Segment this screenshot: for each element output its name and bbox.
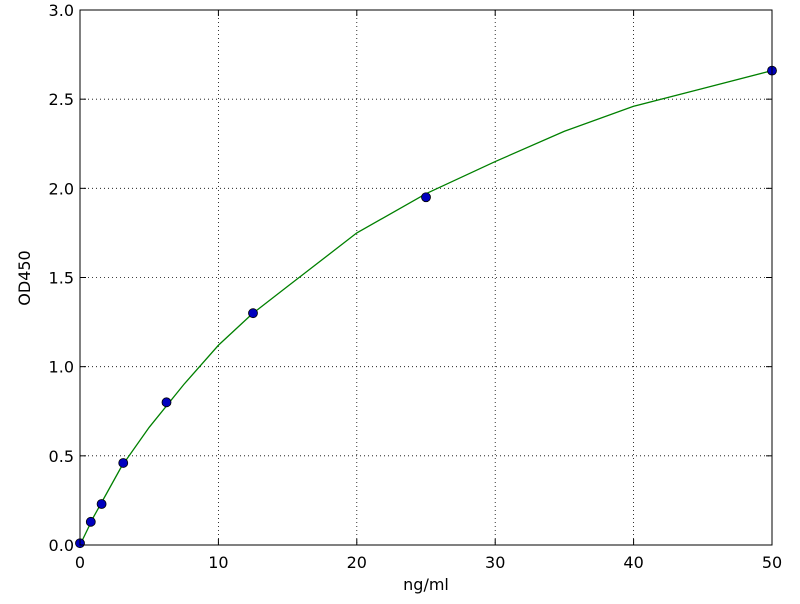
x-tick-label: 40 xyxy=(623,553,643,572)
data-point xyxy=(161,397,172,408)
x-tick-label: 30 xyxy=(485,553,505,572)
x-tick-label: 10 xyxy=(208,553,228,572)
x-tick-label: 50 xyxy=(762,553,782,572)
grid xyxy=(79,9,773,546)
y-tick-label: 1.0 xyxy=(49,358,74,377)
y-tick-label: 0.0 xyxy=(49,536,74,555)
data-point xyxy=(85,516,96,527)
y-axis-label: OD450 xyxy=(15,250,34,305)
x-tick-label: 20 xyxy=(347,553,367,572)
y-tick-label: 2.5 xyxy=(49,90,74,109)
data-point xyxy=(421,192,431,203)
fit-curve xyxy=(79,70,773,546)
x-tick-label: 0 xyxy=(75,553,85,572)
data-point xyxy=(118,458,129,468)
y-tick-label: 0.5 xyxy=(49,447,74,466)
y-tick-label: 1.5 xyxy=(49,269,74,288)
ticks: 0 10 20 30 40 50 0.0 0.5 1.0 1.5 2.0 2.5 3.0 xyxy=(49,1,783,572)
y-tick-label: 3.0 xyxy=(49,1,74,20)
x-axis-label: ng/ml xyxy=(403,575,449,594)
y-tick-label: 2.0 xyxy=(49,179,74,198)
plot-area xyxy=(75,65,777,549)
data-point xyxy=(96,499,107,509)
data-point xyxy=(248,308,258,319)
